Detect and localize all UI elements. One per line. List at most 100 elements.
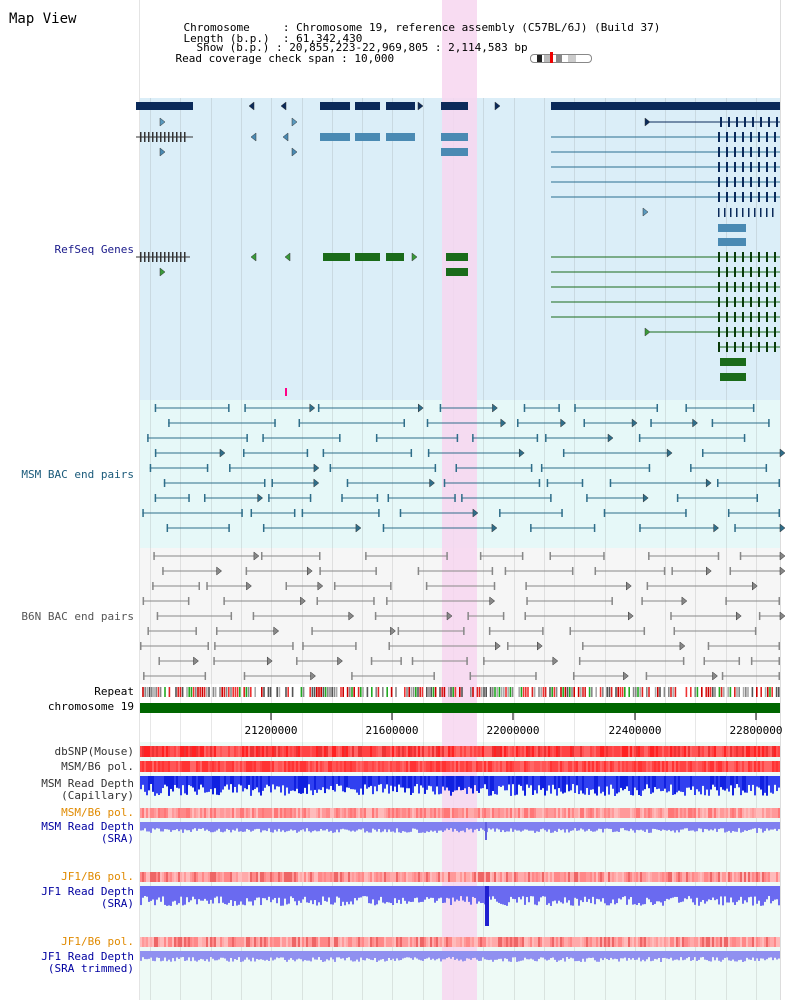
msm-sra-depth [485, 822, 487, 840]
repeat-element [690, 687, 692, 697]
repeat-element [628, 687, 630, 697]
jf1-sra-depth [290, 886, 292, 897]
dbsnp-band [308, 746, 310, 757]
msm-b6-pol-band [266, 761, 268, 772]
msm-capillary-depth [680, 776, 682, 792]
jf1-b6-pol-band [290, 872, 292, 882]
jf1-trim-depth [280, 951, 282, 958]
jf1-trim-depth [320, 951, 322, 961]
msm-b6-pol-band [636, 761, 638, 772]
repeat-element [582, 687, 584, 697]
msm-b6-pol-band [612, 761, 614, 772]
b6n-bac-pair-end [375, 567, 377, 575]
msm-capillary-depth [350, 776, 352, 790]
dbsnp-band [638, 746, 640, 757]
msm-bac-pair-end [399, 509, 402, 517]
msm-sra-depth [400, 822, 402, 833]
msm-bac-pair-end [426, 419, 429, 427]
jf1-trim-depth [466, 951, 468, 959]
msm-b6-pol-band [330, 761, 332, 772]
jf1-trim-depth [426, 951, 428, 959]
dbsnp-band [224, 746, 226, 757]
b6n-bac-pair-end [466, 657, 468, 665]
refseq-label[interactable]: RefSeq Genes [54, 243, 134, 256]
gene-exon [758, 162, 760, 172]
jf1-trim-depth [554, 951, 556, 960]
msm-sra-depth [546, 822, 548, 832]
jf1-b6-pol-band-2 [312, 937, 314, 947]
msm-b6-pol-band-2 [758, 808, 760, 818]
msm-capillary-depth [700, 776, 702, 795]
msm-sra-depth [606, 822, 608, 829]
jf1-trim-depth [524, 951, 526, 958]
dbsnp-band [254, 746, 256, 757]
msm-b6-pol-band-2 [776, 808, 778, 818]
jf1-trim-depth [508, 951, 510, 962]
jf1-trim-depth [140, 951, 142, 961]
jf1-b6-pol-band-2 [252, 937, 254, 947]
dbsnp-band [758, 746, 760, 757]
b6n-bac-pair-end [467, 612, 469, 620]
jf1-b6-pol-band-2 [670, 937, 672, 947]
msm-capillary-depth [486, 776, 488, 790]
msm-b6-pol-band-2 [718, 808, 720, 818]
jf1-sra-depth [148, 886, 150, 902]
msm-sra-depth [768, 822, 770, 831]
msm-b6-pol-band [614, 761, 616, 772]
msm-sra-depth [408, 822, 410, 833]
dbsnp-band [386, 746, 388, 757]
jf1-b6-pol-band [682, 872, 684, 882]
msm-capillary-depth [626, 776, 628, 787]
jf1-sra-depth [314, 886, 316, 901]
chromosome-key: Chromosome [183, 21, 250, 34]
msm-sra-depth [728, 822, 730, 831]
jf1-b6-pol-band [610, 872, 612, 882]
jf1-trim-depth [588, 951, 590, 958]
jf1-b6-pol-band-2 [600, 937, 602, 947]
jf1-b6-pol-band-2 [610, 937, 612, 947]
repeat-element [236, 687, 239, 697]
msm-b6-pol-band [388, 761, 390, 772]
msm-b6-pol-band [536, 761, 538, 772]
dbsnp-band [344, 746, 346, 757]
b6n-bac-pair-end [750, 657, 753, 665]
msm-bac-label[interactable]: MSM BAC end pairs [21, 468, 134, 481]
msm-b6-pol-band-2 [612, 808, 614, 818]
msm-bac-pair-end [743, 434, 746, 442]
jf1-b6-pol-band-2 [542, 937, 544, 947]
jf1-sra-depth [324, 886, 326, 901]
jf1-b6-pol-band-2 [340, 937, 342, 947]
jf1-b6-pol-band [300, 872, 302, 882]
jf1-b6-pol-band [714, 872, 716, 882]
msm-sra-depth [286, 822, 288, 832]
chromosome-ideogram[interactable] [530, 54, 592, 63]
msm-bac-pair-end [301, 509, 304, 517]
msm-capillary-depth [736, 776, 738, 785]
msm-capillary-depth [558, 776, 560, 789]
dbsnp-band [200, 746, 202, 757]
jf1-trim-depth [500, 951, 502, 959]
jf1-b6-pol-band [778, 872, 780, 882]
msm-b6-pol-band [256, 761, 258, 772]
msm-bac-pair-end [690, 464, 692, 472]
highlight-region[interactable] [442, 0, 477, 1000]
jf1-sra-depth [544, 886, 546, 897]
msm-capillary-depth [164, 776, 166, 785]
msm-b6-pol-band-2 [140, 808, 142, 818]
jf1-trim-depth [726, 951, 728, 958]
dbsnp-band [402, 746, 404, 757]
dbsnp-band [764, 746, 766, 757]
jf1-b6-pol-band [772, 872, 774, 882]
msm-b6-pol-band [558, 761, 560, 772]
jf1-b6-pol-band-2 [202, 937, 204, 947]
jf1-b6-pol-band-2 [442, 937, 444, 947]
msm-capillary-depth [390, 776, 392, 786]
msm-b6-pol-band-2 [748, 808, 750, 818]
jf1-sra-depth [240, 886, 242, 902]
jf1-b6-pol-band-2 [576, 937, 578, 947]
msm-b6-pol-band-2 [656, 808, 658, 818]
b6n-bac-label[interactable]: B6N BAC end pairs [21, 610, 134, 623]
repeat-element [745, 687, 747, 697]
msm-b6-pol-band [414, 761, 416, 772]
